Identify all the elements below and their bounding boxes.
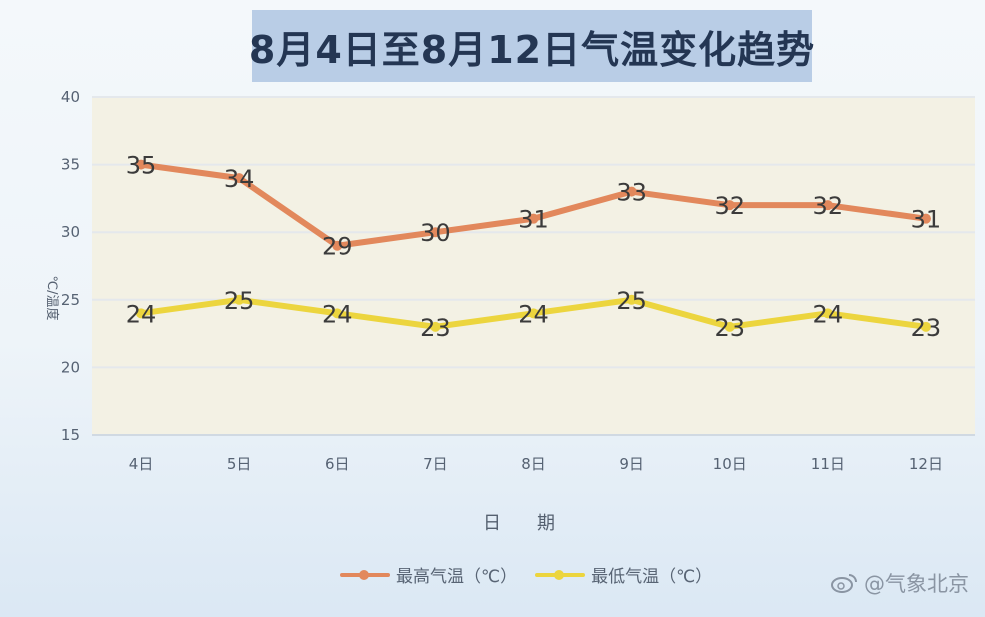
- legend-item-min: 最低气温（℃）: [535, 562, 712, 587]
- chart-title: 8月4日至8月12日气温变化趋势: [248, 27, 816, 72]
- legend-label-max: 最高气温（℃）: [396, 567, 518, 587]
- data-label: 24: [126, 300, 157, 328]
- data-label: 25: [224, 287, 255, 315]
- data-point: [234, 294, 245, 305]
- data-label: 23: [911, 314, 942, 342]
- data-label: 35: [126, 152, 157, 180]
- data-label: 31: [518, 206, 549, 234]
- data-label: 25: [616, 287, 647, 315]
- data-label: 31: [911, 206, 942, 234]
- data-point: [626, 294, 637, 305]
- y-tick-label: 40: [61, 88, 80, 106]
- x-tick-label: 10日: [713, 455, 747, 473]
- legend-item-max: 最高气温（℃）: [340, 562, 517, 587]
- x-tick-label: 4日: [129, 455, 154, 473]
- legend-swatch-max: [340, 568, 390, 582]
- data-label: 30: [420, 219, 451, 247]
- y-tick-label: 15: [61, 426, 80, 444]
- watermark: @气象北京: [830, 568, 969, 598]
- data-label: 23: [714, 314, 745, 342]
- y-tick-label: 25: [61, 291, 80, 309]
- data-point: [430, 227, 441, 238]
- chart-title-box: 8月4日至8月12日气温变化趋势: [248, 10, 816, 82]
- data-point: [724, 200, 735, 211]
- data-label: 32: [813, 192, 844, 220]
- data-label: 24: [813, 300, 844, 328]
- data-point: [332, 308, 343, 319]
- watermark-text: @气象北京: [864, 572, 969, 596]
- data-point: [920, 213, 931, 224]
- legend-label-min: 最低气温（℃）: [591, 567, 713, 587]
- x-tick-label: 11日: [811, 455, 845, 473]
- data-point: [626, 186, 637, 197]
- x-tick-label: 9日: [619, 455, 644, 473]
- data-point: [430, 321, 441, 332]
- data-point: [332, 240, 343, 251]
- x-tick-label: 5日: [227, 455, 252, 473]
- legend-swatch-min: [535, 568, 586, 582]
- data-label: 33: [616, 179, 647, 207]
- data-point: [822, 308, 833, 319]
- weibo-icon: [831, 574, 857, 593]
- x-axis-title: 日 期: [483, 513, 555, 534]
- data-label: 34: [224, 165, 255, 193]
- y-tick-label: 35: [61, 156, 80, 174]
- data-label: 29: [322, 233, 353, 261]
- data-point: [234, 173, 245, 184]
- data-label: 24: [322, 300, 353, 328]
- data-point: [724, 321, 735, 332]
- x-tick-label: 7日: [423, 455, 448, 473]
- data-label: 32: [714, 192, 745, 220]
- data-point: [136, 159, 147, 170]
- y-axis-title: ℃/温度: [44, 276, 60, 321]
- data-label: 24: [518, 300, 549, 328]
- data-label: 23: [420, 314, 451, 342]
- data-point: [136, 308, 147, 319]
- x-tick-label: 6日: [325, 455, 350, 473]
- data-point: [822, 200, 833, 211]
- y-tick-label: 20: [61, 358, 80, 376]
- data-point: [528, 213, 539, 224]
- data-point: [528, 308, 539, 319]
- plot-area: [92, 97, 975, 435]
- x-tick-label: 8日: [521, 455, 546, 473]
- legend: 最高气温（℃） 最低气温（℃）: [340, 562, 712, 587]
- x-tick-label: 12日: [909, 455, 943, 473]
- data-point: [920, 321, 931, 332]
- y-tick-label: 30: [61, 223, 80, 241]
